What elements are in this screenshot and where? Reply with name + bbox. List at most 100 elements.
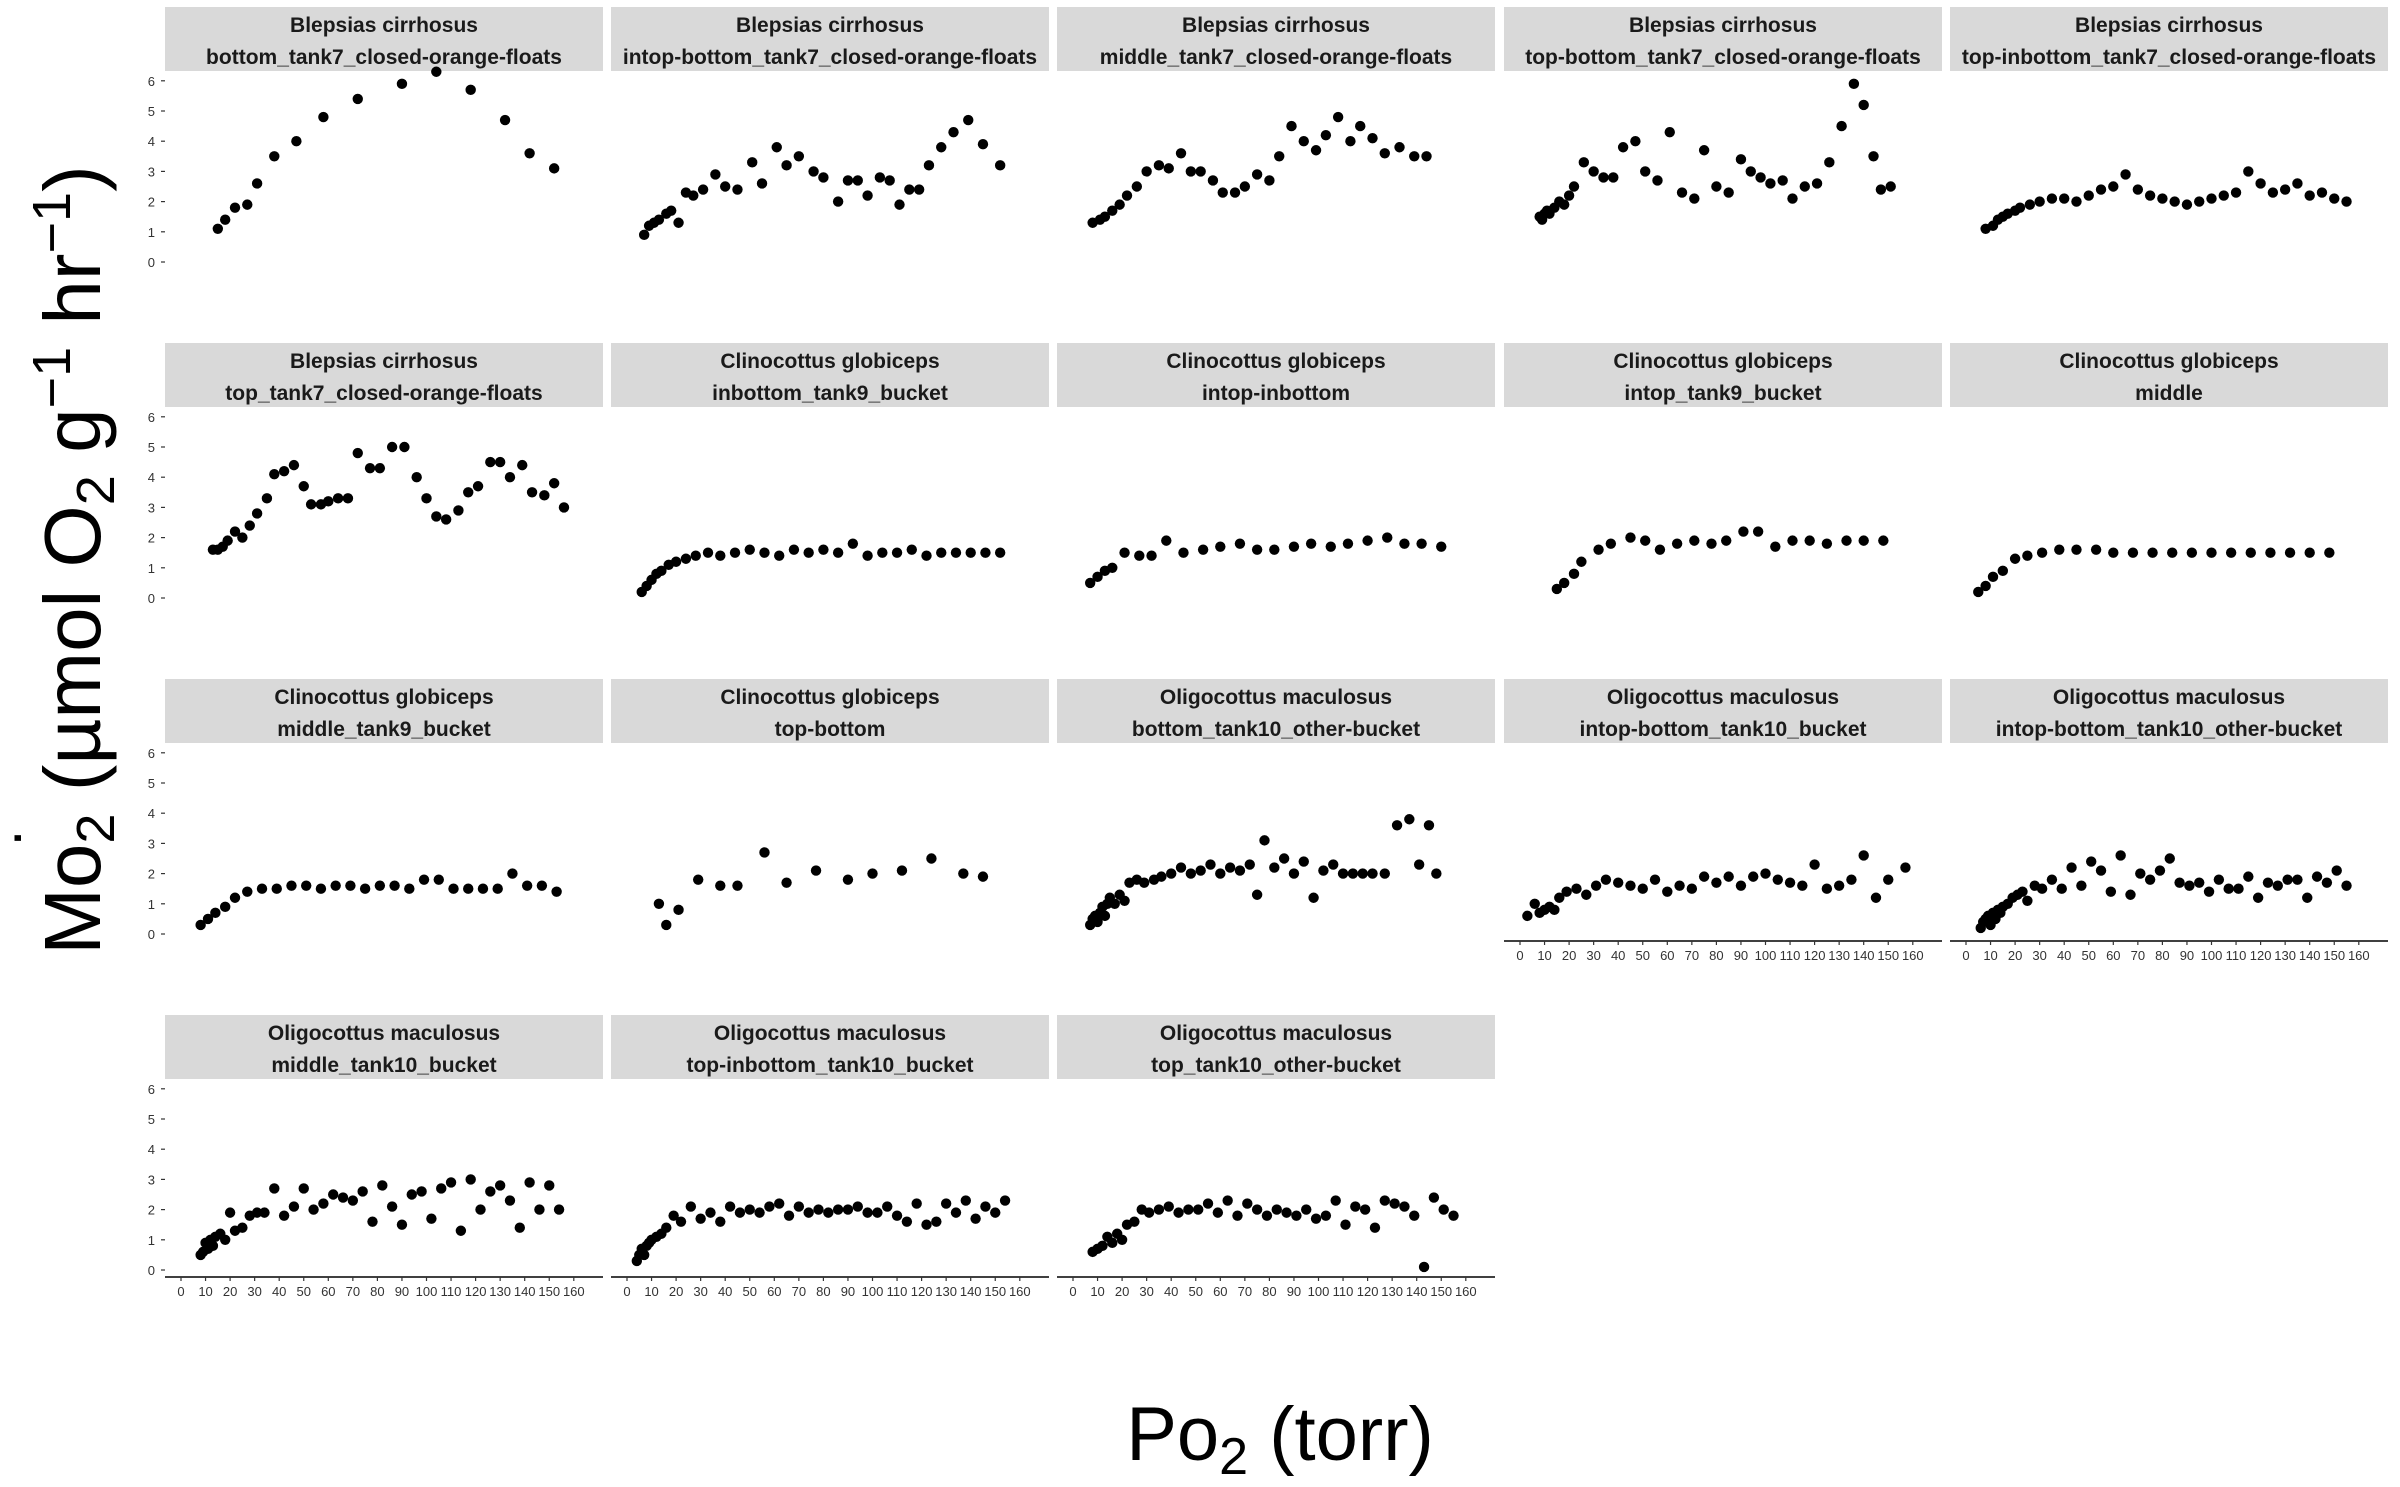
data-point bbox=[286, 880, 297, 891]
y-tick-label: 4 bbox=[148, 806, 155, 821]
x-tick-label: 160 bbox=[2348, 948, 2370, 963]
data-point bbox=[653, 214, 665, 225]
data-point bbox=[539, 490, 550, 501]
data-point bbox=[2095, 865, 2107, 876]
data-point bbox=[1752, 526, 1764, 537]
x-tick-label: 110 bbox=[2226, 948, 2247, 963]
data-point bbox=[1409, 1210, 1420, 1221]
data-point bbox=[896, 865, 908, 876]
data-point bbox=[475, 1204, 486, 1215]
data-point bbox=[472, 481, 484, 492]
data-point bbox=[308, 1204, 319, 1215]
data-point bbox=[781, 877, 792, 888]
data-point bbox=[271, 883, 282, 894]
data-point bbox=[673, 904, 684, 916]
data-point bbox=[242, 886, 253, 897]
data-point bbox=[2046, 874, 2058, 885]
data-point bbox=[2218, 190, 2229, 201]
data-point bbox=[1689, 535, 1700, 546]
facet-strip bbox=[611, 679, 1049, 743]
data-point bbox=[2311, 871, 2323, 882]
data-point bbox=[764, 1201, 775, 1212]
data-point bbox=[1129, 1216, 1140, 1227]
data-point bbox=[1836, 120, 1847, 132]
data-point bbox=[950, 547, 962, 558]
x-tick-label: 50 bbox=[1636, 948, 1650, 963]
data-point bbox=[656, 565, 667, 577]
data-point bbox=[1143, 1207, 1155, 1218]
data-point bbox=[1617, 142, 1629, 153]
data-point bbox=[210, 907, 221, 919]
data-point bbox=[2341, 196, 2352, 207]
data-point bbox=[1409, 151, 1420, 162]
data-point bbox=[1858, 850, 1869, 861]
data-point bbox=[665, 205, 677, 216]
x-tick-label: 10 bbox=[1090, 1284, 1104, 1299]
data-point bbox=[1711, 877, 1722, 888]
x-tick-label: 160 bbox=[1009, 1284, 1031, 1299]
facet-species-label: Clinocottus globiceps bbox=[1613, 350, 1832, 373]
data-point bbox=[251, 508, 263, 519]
data-point bbox=[994, 160, 1006, 171]
data-point bbox=[926, 853, 937, 864]
data-point bbox=[904, 184, 915, 195]
data-point bbox=[259, 1207, 270, 1218]
data-point bbox=[1114, 199, 1125, 210]
data-point bbox=[1099, 910, 1111, 922]
data-point bbox=[1298, 136, 1309, 147]
data-point bbox=[793, 1201, 805, 1212]
facet-species-label: Oligocottus maculosus bbox=[1160, 686, 1392, 709]
data-point bbox=[399, 441, 410, 453]
data-point bbox=[1676, 187, 1688, 198]
facet-panel: Clinocottus globiceps middle bbox=[1950, 343, 2388, 598]
x-tick-label: 0 bbox=[177, 1284, 184, 1299]
data-point bbox=[1652, 175, 1663, 186]
data-point bbox=[1244, 859, 1255, 870]
data-point bbox=[1178, 547, 1189, 558]
data-point bbox=[1229, 187, 1241, 198]
data-point bbox=[2225, 547, 2237, 558]
x-tick-label: 130 bbox=[1381, 1284, 1403, 1299]
y-tick-label: 4 bbox=[148, 134, 155, 149]
y-tick-label: 5 bbox=[148, 776, 155, 791]
data-point bbox=[1997, 565, 2009, 577]
data-point bbox=[759, 847, 770, 858]
data-point bbox=[685, 1201, 697, 1212]
data-point bbox=[256, 883, 268, 894]
y-tick-label: 6 bbox=[148, 74, 155, 89]
data-point bbox=[524, 148, 535, 159]
facet-label: top-inbottom_tank10_bucket bbox=[686, 1054, 973, 1077]
data-point bbox=[2125, 889, 2136, 900]
x-tick-label: 100 bbox=[1755, 948, 1777, 963]
data-point bbox=[526, 487, 538, 498]
x-tick-label: 140 bbox=[1406, 1284, 1428, 1299]
data-point bbox=[1706, 538, 1717, 549]
data-point bbox=[2071, 544, 2082, 555]
y-tick-label: 1 bbox=[148, 561, 155, 576]
x-tick-label: 120 bbox=[911, 1284, 933, 1299]
facet-label: top-inbottom_tank7_closed-orange-floats bbox=[1962, 46, 2376, 69]
data-point bbox=[278, 1210, 290, 1221]
x-tick-label: 90 bbox=[1734, 948, 1748, 963]
data-point bbox=[219, 1234, 231, 1246]
data-point bbox=[1735, 880, 1747, 891]
x-axis-title: Po2 (torr) bbox=[1126, 1392, 1434, 1486]
facet-strip bbox=[1504, 343, 1942, 407]
x-tick-label: 50 bbox=[297, 1284, 311, 1299]
data-point bbox=[1175, 862, 1187, 873]
data-point bbox=[774, 1198, 785, 1209]
x-tick-label: 60 bbox=[767, 1284, 781, 1299]
data-point bbox=[2321, 877, 2333, 888]
x-tick-label: 60 bbox=[1213, 1284, 1227, 1299]
facet-panels: Blepsias cirrhosus bottom_tank7_closed-or… bbox=[148, 7, 2388, 1299]
x-tick-label: 30 bbox=[247, 1284, 261, 1299]
data-point bbox=[291, 136, 302, 147]
data-point bbox=[1721, 535, 1732, 546]
data-point bbox=[406, 1189, 417, 1200]
x-tick-label: 110 bbox=[887, 1284, 908, 1299]
x-tick-label: 80 bbox=[1709, 948, 1723, 963]
data-point bbox=[1217, 187, 1228, 198]
data-point bbox=[2115, 850, 2126, 861]
x-tick-label: 70 bbox=[2131, 948, 2145, 963]
facet-strip bbox=[611, 7, 1049, 71]
